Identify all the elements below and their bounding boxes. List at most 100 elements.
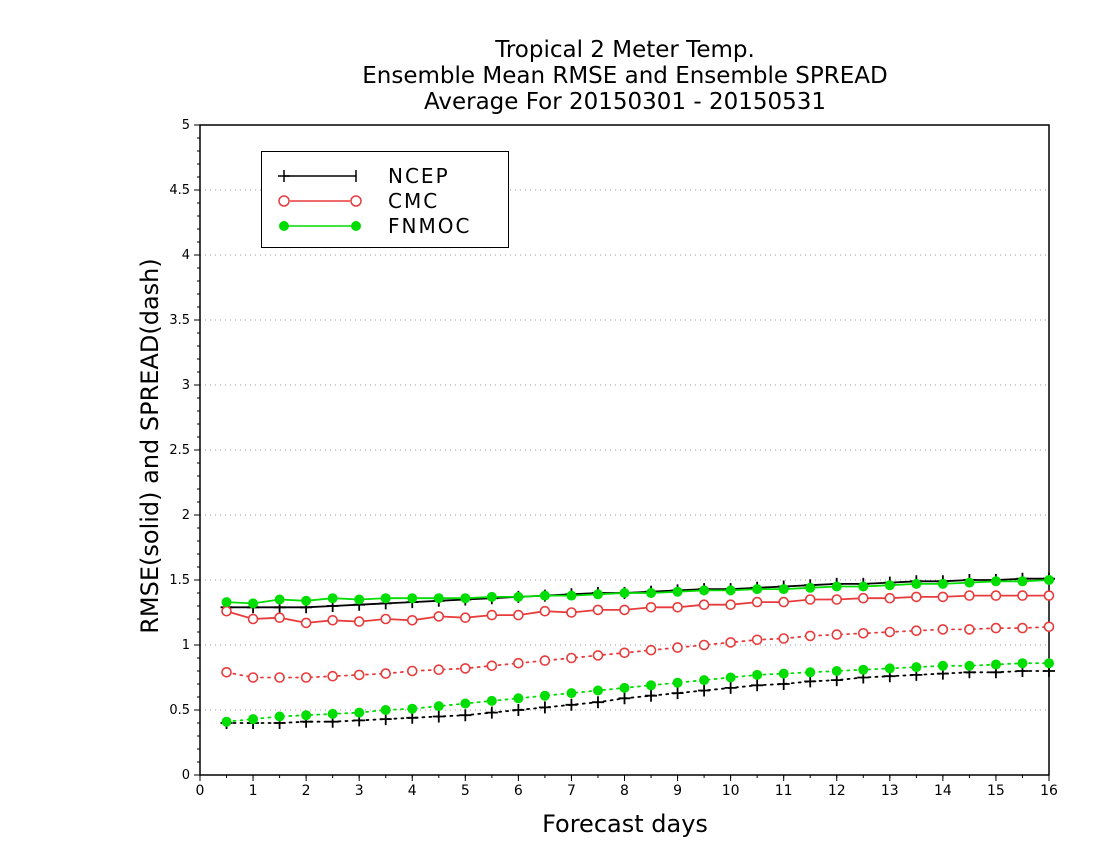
point-fnmoc-rmse-13 bbox=[566, 590, 577, 601]
point-fnmoc-spread-31 bbox=[1044, 658, 1054, 669]
point-fnmoc-rmse-14 bbox=[592, 589, 603, 600]
series-ncep-spread-line bbox=[225, 670, 1050, 724]
point-cmc-rmse-16 bbox=[645, 601, 657, 613]
point-fnmoc-rmse-31 bbox=[1044, 575, 1054, 585]
point-cmc-spread-2 bbox=[274, 672, 285, 683]
point-fnmoc-spread-19 bbox=[725, 672, 736, 683]
point-cmc-rmse-0 bbox=[221, 605, 232, 617]
point-cmc-rmse-29 bbox=[990, 590, 1002, 601]
point-fnmoc-rmse-3 bbox=[301, 595, 312, 606]
point-ncep-spread-9 bbox=[459, 709, 472, 722]
point-fnmoc-spread-4 bbox=[327, 708, 338, 719]
legend-item-fnmoc: FNMOC bbox=[276, 213, 506, 239]
point-cmc-spread-30 bbox=[1017, 622, 1028, 634]
point-cmc-spread-22 bbox=[804, 630, 816, 642]
point-cmc-rmse-19 bbox=[725, 599, 736, 611]
x-tick-label: 4 bbox=[408, 783, 417, 799]
point-fnmoc-spread-22 bbox=[805, 667, 816, 678]
point-ncep-spread-18 bbox=[698, 684, 711, 697]
point-fnmoc-rmse-0 bbox=[221, 597, 232, 608]
point-fnmoc-spread-3 bbox=[301, 710, 312, 721]
point-fnmoc-rmse-9 bbox=[460, 593, 471, 604]
point-cmc-spread-6 bbox=[380, 668, 392, 679]
point-cmc-spread-24 bbox=[857, 627, 869, 639]
point-cmc-spread-27 bbox=[937, 624, 949, 635]
point-fnmoc-spread-20 bbox=[752, 669, 763, 680]
y-tick-label: 5 bbox=[182, 118, 190, 133]
point-fnmoc-rmse-23 bbox=[831, 581, 842, 592]
y-tick-label: 4 bbox=[182, 248, 190, 263]
point-cmc-rmse-30 bbox=[1017, 590, 1028, 601]
point-cmc-spread-28 bbox=[964, 624, 975, 635]
point-fnmoc-spread-8 bbox=[433, 701, 444, 712]
point-fnmoc-rmse-4 bbox=[327, 593, 338, 604]
y-tick-label: 0 bbox=[182, 768, 190, 783]
chart-title-line-3: Average For 20150301 - 20150531 bbox=[423, 89, 827, 115]
point-fnmoc-spread-10 bbox=[486, 695, 497, 706]
point-cmc-rmse-26 bbox=[911, 591, 922, 603]
point-fnmoc-rmse-12 bbox=[539, 590, 550, 601]
point-cmc-rmse-21 bbox=[778, 596, 789, 608]
x-tick-label: 3 bbox=[355, 783, 364, 799]
x-tick-label: 14 bbox=[934, 783, 952, 799]
point-ncep-spread-17 bbox=[671, 687, 684, 700]
legend-item-cmc: CMC bbox=[276, 188, 506, 214]
point-fnmoc-rmse-17 bbox=[672, 586, 683, 597]
point-cmc-rmse-2 bbox=[274, 612, 285, 624]
point-cmc-spread-29 bbox=[990, 622, 1002, 634]
point-ncep-spread-13 bbox=[565, 698, 578, 711]
y-tick-label: 3.5 bbox=[169, 313, 190, 328]
point-cmc-rmse-25 bbox=[884, 592, 896, 604]
series-cmc-spread-line bbox=[225, 625, 1050, 679]
point-fnmoc-rmse-1 bbox=[248, 598, 259, 609]
point-ncep-spread-7 bbox=[406, 711, 419, 724]
point-cmc-rmse-3 bbox=[300, 617, 312, 629]
point-cmc-rmse-27 bbox=[937, 591, 949, 603]
y-axis-label: RMSE(solid) and SPREAD(dash) bbox=[136, 258, 164, 634]
y-tick-label: 3 bbox=[182, 378, 190, 393]
y-tick-label: 4.5 bbox=[169, 183, 190, 198]
series-fnmoc-spread-line bbox=[225, 662, 1050, 723]
x-tick-label: 0 bbox=[196, 783, 205, 799]
point-fnmoc-rmse-21 bbox=[778, 584, 789, 595]
x-tick-label: 9 bbox=[673, 783, 682, 799]
point-cmc-rmse-10 bbox=[486, 609, 498, 621]
point-cmc-spread-3 bbox=[300, 672, 312, 683]
point-cmc-spread-19 bbox=[725, 637, 736, 648]
point-cmc-rmse-13 bbox=[566, 607, 577, 618]
point-fnmoc-spread-27 bbox=[937, 660, 948, 671]
point-fnmoc-spread-15 bbox=[619, 682, 630, 693]
point-fnmoc-spread-26 bbox=[911, 662, 922, 673]
point-fnmoc-spread-5 bbox=[354, 707, 365, 718]
point-cmc-spread-26 bbox=[911, 625, 922, 637]
point-cmc-spread-11 bbox=[513, 657, 524, 669]
point-fnmoc-spread-11 bbox=[513, 693, 524, 704]
point-cmc-rmse-20 bbox=[751, 596, 763, 608]
point-cmc-spread-16 bbox=[645, 644, 657, 656]
point-fnmoc-spread-30 bbox=[1017, 658, 1028, 669]
x-tick-label: 11 bbox=[775, 783, 793, 799]
point-ncep-spread-6 bbox=[379, 713, 392, 726]
point-fnmoc-spread-7 bbox=[407, 703, 418, 714]
point-cmc-spread-23 bbox=[831, 629, 843, 640]
point-cmc-spread-12 bbox=[539, 655, 551, 666]
point-cmc-rmse-5 bbox=[353, 616, 365, 627]
legend: NCEP CMC FNMOC bbox=[261, 151, 509, 248]
legend-label-cmc: CMC bbox=[388, 189, 440, 213]
y-tick-label: 1.5 bbox=[169, 573, 190, 588]
point-cmc-spread-25 bbox=[884, 626, 896, 638]
y-tick-label: 2 bbox=[182, 508, 190, 523]
y-tick-label: 1 bbox=[182, 638, 190, 653]
point-ncep-spread-23 bbox=[830, 674, 843, 687]
point-fnmoc-rmse-25 bbox=[884, 580, 895, 591]
point-cmc-rmse-31 bbox=[1043, 590, 1055, 601]
chart-title-line-1: Tropical 2 Meter Temp. bbox=[495, 37, 755, 63]
point-fnmoc-rmse-11 bbox=[513, 591, 524, 602]
point-fnmoc-rmse-26 bbox=[911, 578, 922, 589]
point-cmc-rmse-9 bbox=[460, 612, 471, 624]
point-cmc-spread-18 bbox=[698, 639, 710, 651]
x-tick-label: 2 bbox=[302, 783, 311, 799]
point-fnmoc-rmse-19 bbox=[725, 585, 736, 596]
x-tick-label: 15 bbox=[987, 783, 1005, 799]
